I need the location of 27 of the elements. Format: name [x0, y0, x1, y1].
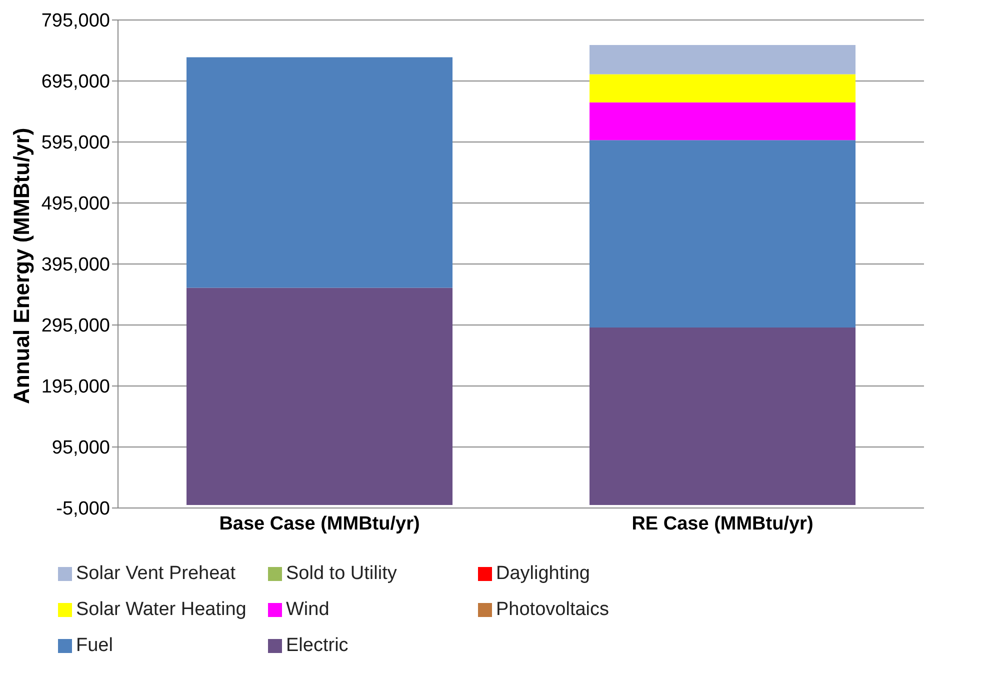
bar: [590, 102, 856, 140]
x-tick-label: RE Case (MMBtu/yr): [632, 513, 814, 534]
x-tick-label: Base Case (MMBtu/yr): [219, 513, 420, 534]
y-tick-label: 395,000: [41, 254, 110, 276]
bar: [590, 45, 856, 74]
legend-label: Solar Water Heating: [76, 599, 246, 621]
legend-label: Daylighting: [496, 563, 590, 585]
legend-label: Electric: [286, 635, 348, 657]
y-tick-label: 795,000: [41, 10, 110, 32]
y-tick-label: 195,000: [41, 376, 110, 398]
legend-label: Sold to Utility: [286, 563, 397, 585]
legend-label: Solar Vent Preheat: [76, 563, 236, 585]
legend-label: Wind: [286, 599, 330, 621]
bar: [590, 327, 856, 505]
y-tick-label: 295,000: [41, 316, 110, 337]
y-tick-label: 95,000: [52, 438, 110, 459]
bar: [590, 74, 856, 102]
bar: [186, 57, 453, 288]
bar: [590, 140, 856, 328]
y-axis-title: Annual Energy (MMBtu/yr): [8, 128, 34, 404]
y-tick-label: -5,000: [56, 498, 110, 520]
y-tick-label: 695,000: [41, 72, 110, 93]
legend-label: Photovoltaics: [496, 599, 610, 621]
y-tick-label: 595,000: [41, 132, 110, 154]
bar: [186, 288, 453, 505]
legend-label: Fuel: [76, 635, 113, 657]
y-tick-label: 495,000: [41, 194, 110, 215]
